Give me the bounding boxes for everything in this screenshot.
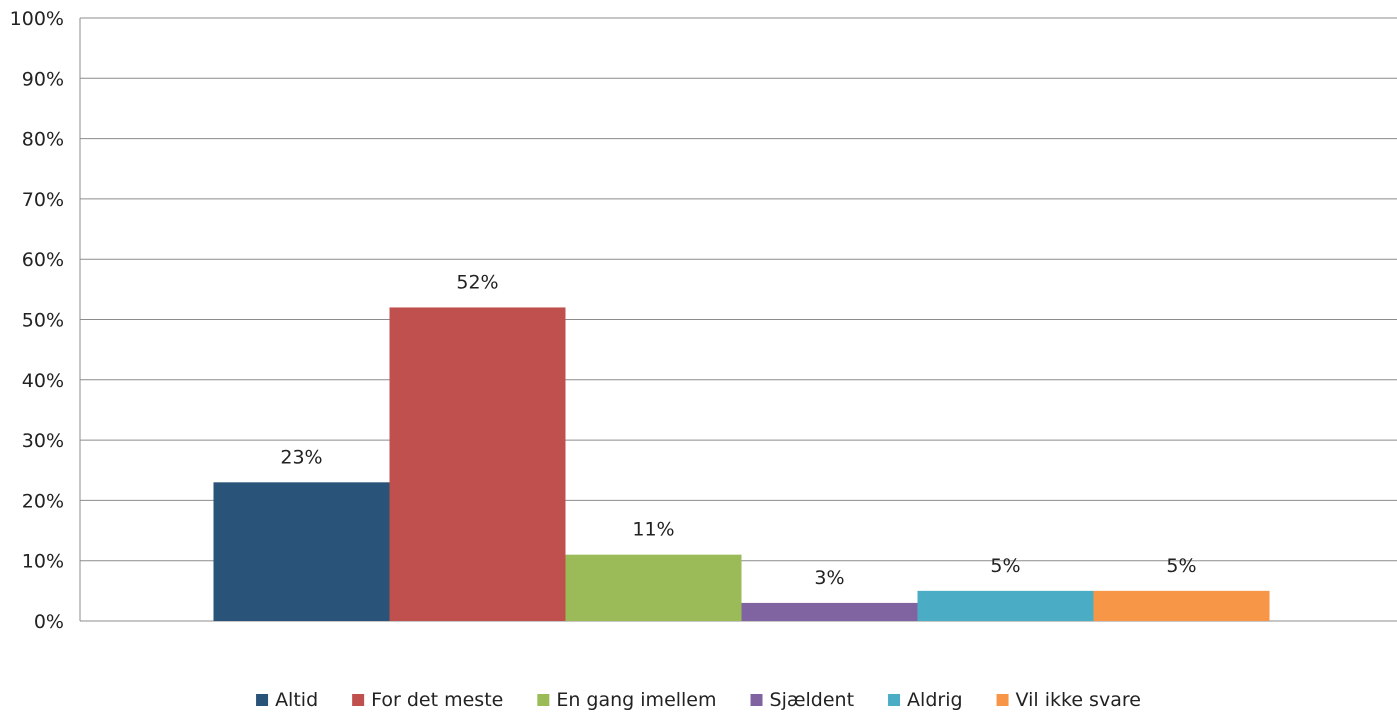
bar-en-gang-imellem xyxy=(565,554,742,621)
bars xyxy=(213,307,1270,621)
bar-aldrig xyxy=(917,590,1094,621)
y-tick-label: 0% xyxy=(34,611,64,633)
data-labels: 23% 52% 11% 3% 5% 5% xyxy=(280,271,1196,588)
legend-item: Altid xyxy=(256,689,318,711)
legend-item: Vil ikke svare xyxy=(996,689,1141,711)
data-label: 11% xyxy=(632,519,674,541)
y-tick-label: 40% xyxy=(22,370,64,392)
y-tick-label: 30% xyxy=(22,430,64,452)
y-tick-label: 50% xyxy=(22,310,64,332)
y-tick-label: 100% xyxy=(10,8,64,30)
y-tick-label: 70% xyxy=(22,189,64,211)
legend-label: Vil ikke svare xyxy=(1016,689,1141,711)
y-tick-label: 20% xyxy=(22,490,64,512)
legend-swatch xyxy=(888,694,901,706)
data-label: 5% xyxy=(990,555,1020,577)
data-label: 52% xyxy=(456,271,498,293)
data-label: 3% xyxy=(814,567,844,589)
legend-swatch xyxy=(750,694,763,706)
legend-swatch xyxy=(537,694,550,706)
legend-swatch xyxy=(996,694,1009,706)
bar-altid xyxy=(213,482,390,621)
bar-sjældent xyxy=(741,602,918,621)
y-tick-label: 60% xyxy=(22,249,64,271)
bar-for-det-meste xyxy=(389,307,566,621)
legend-item: En gang imellem xyxy=(537,689,717,711)
legend-item: Aldrig xyxy=(888,689,963,711)
legend-item: For det meste xyxy=(352,689,503,711)
legend-swatch xyxy=(352,694,365,706)
legend-label: Altid xyxy=(275,689,318,711)
legend-label: Sjældent xyxy=(770,689,855,711)
bar-vil-ikke-svare xyxy=(1093,590,1270,621)
gridlines xyxy=(80,17,1397,562)
data-label: 23% xyxy=(280,446,322,468)
legend-label: En gang imellem xyxy=(556,689,716,711)
legend-swatch xyxy=(256,694,269,706)
y-tick-labels: 0% 10% 20% 30% 40% 50% 60% 70% 80% 90% 100% xyxy=(10,8,64,633)
y-tick-label: 80% xyxy=(22,129,64,151)
legend: Altid For det meste En gang imellem Sjælden… xyxy=(256,689,1141,711)
legend-item: Sjældent xyxy=(750,689,855,711)
y-tick-label: 10% xyxy=(22,551,64,573)
y-tick-label: 90% xyxy=(22,68,64,90)
data-label: 5% xyxy=(1166,555,1196,577)
legend-label: Aldrig xyxy=(907,689,963,711)
legend-label: For det meste xyxy=(371,689,503,711)
